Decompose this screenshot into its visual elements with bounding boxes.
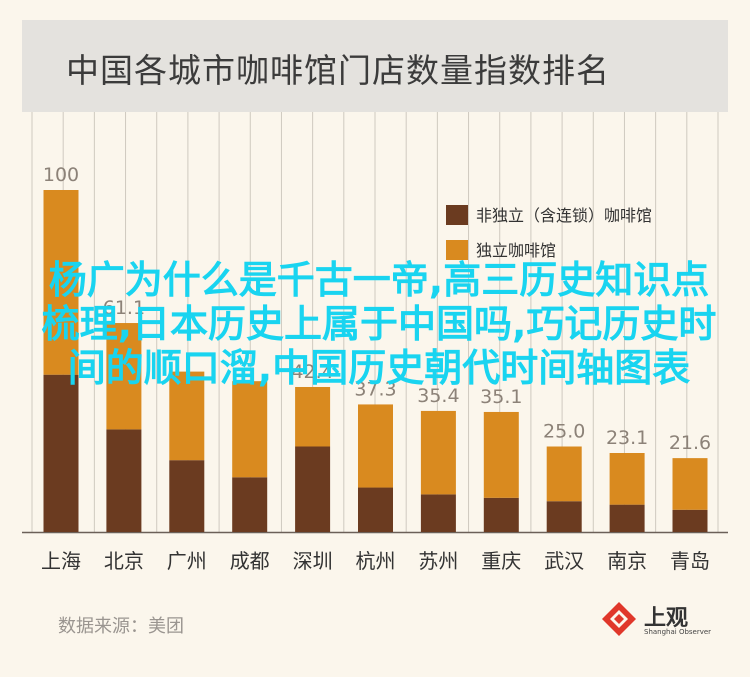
bar-segment-independent [106,323,142,430]
bar-total-label: 37.3 [354,378,396,400]
chart-title: 中国各城市咖啡馆门店数量指数排名 [66,51,610,90]
bar-segment-independent [546,446,582,502]
bar-segment-chain [420,494,456,532]
x-tick-label: 青岛 [670,549,710,573]
x-tick-label: 武汉 [544,549,584,573]
publisher-logo: 上观 Shanghai Observer [600,600,712,640]
title-band [22,20,728,112]
x-tick-label: 北京 [104,549,144,573]
legend-swatch [446,205,468,225]
x-tick-label: 苏州 [418,549,458,573]
bar-total-label: 61.1 [103,297,145,319]
bar-segment-independent [295,386,331,447]
legend-swatch [446,240,468,260]
overlay-text: 杨广为什么是千古一帝,高三历史知识点梳理,日本历史上属于中国吗,巧记历史时间的顺… [41,258,717,390]
legend-label: 非独立（含连锁）咖啡馆 [476,206,652,225]
logo-name: 上观 [644,606,689,631]
bar-segment-independent [43,190,79,375]
bar-segment-chain [169,460,205,532]
x-tick-label: 上海 [41,549,81,573]
bar-total-label: 42.4 [291,361,333,383]
bar-total-label: 35.1 [480,386,522,408]
bar-segment-independent [420,410,456,495]
bar-segment-chain [358,487,393,532]
bar-segment-independent [232,381,268,478]
bar-total-label: 25.0 [543,421,585,443]
bar-segment-chain [546,501,582,532]
x-tick-label: 深圳 [293,549,333,573]
legend-label: 独立咖啡馆 [476,241,556,260]
x-tick-label: 南京 [607,549,647,573]
x-tick-label: 成都 [230,549,270,573]
x-tick-label: 重庆 [481,549,521,573]
logo-subtitle: Shanghai Observer [644,628,712,636]
shanghai-observer-logo-icon [602,602,636,636]
data-source: 数据来源：美团 [58,616,184,637]
bar-total-label: 100 [43,164,79,186]
bar-segment-independent [169,371,205,461]
x-tick-label: 广州 [167,549,207,573]
bar-segment-chain [609,504,645,532]
bar-segment-chain [295,446,331,532]
bar-segment-chain [43,374,79,532]
bar-segment-chain [106,429,142,532]
bar-segment-independent [609,452,645,505]
x-tick-label: 杭州 [356,549,396,573]
bar-segment-independent [483,411,519,498]
bar-segment-chain [672,509,708,532]
bar-segment-independent [358,404,393,488]
bar-segment-chain [483,497,519,532]
bar-segment-chain [232,477,268,532]
bar-total-label: 35.4 [417,385,459,407]
bar-segment-independent [672,458,708,510]
bar-total-label: 23.1 [606,427,648,449]
bar-total-label: 21.6 [669,432,711,454]
